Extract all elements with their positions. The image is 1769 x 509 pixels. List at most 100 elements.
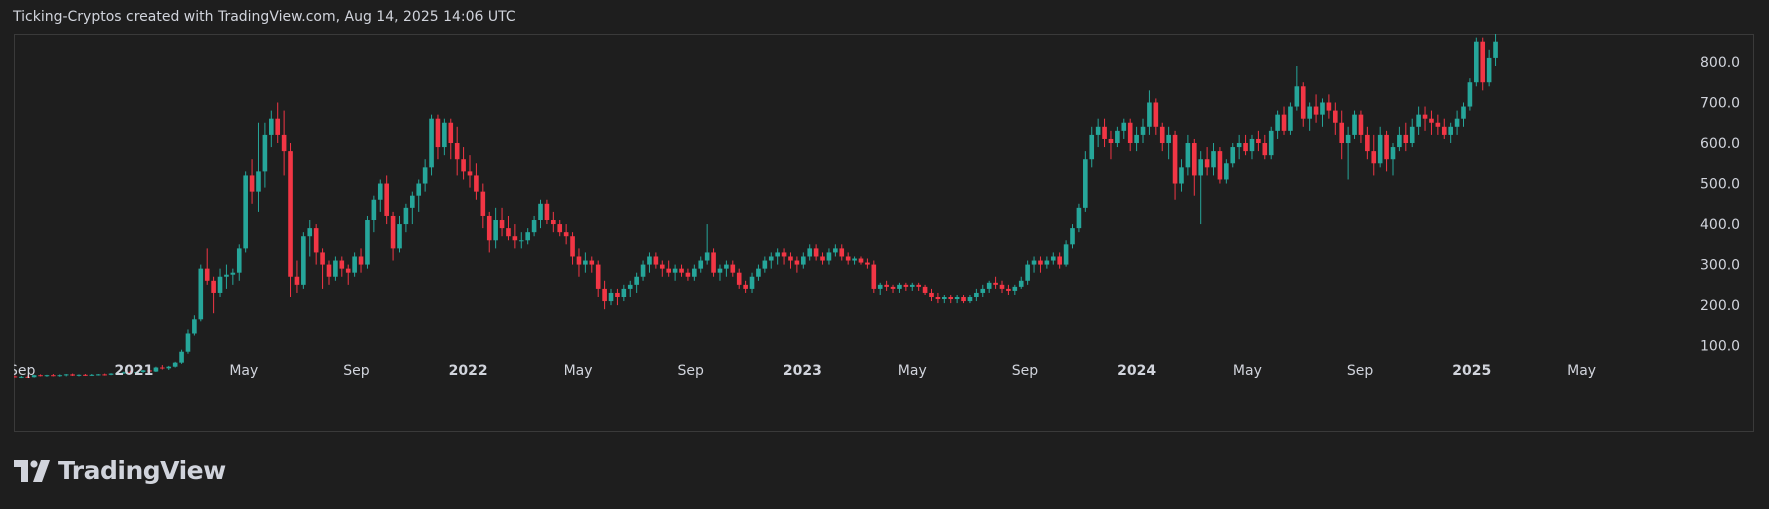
candle-body [640, 264, 646, 277]
candle-body [275, 118, 281, 135]
candle [1050, 252, 1056, 265]
candle-body [1089, 134, 1095, 160]
candle-body [788, 256, 793, 261]
tradingview-logo[interactable]: TradingView [14, 456, 226, 485]
candle [1454, 110, 1460, 135]
candle-body [14, 376, 18, 378]
candle [736, 268, 742, 289]
candle [884, 280, 889, 291]
candle-body [634, 276, 639, 285]
candle-body [301, 236, 306, 285]
time-axis[interactable]: Sep 2021 May Sep 2022 May Sep 2023 May Sep 2024 May… [14, 363, 1596, 379]
candle-body [1268, 130, 1274, 156]
candle [352, 252, 357, 277]
candle [948, 294, 954, 304]
candle [416, 179, 422, 212]
candle-body [294, 276, 300, 285]
candle [44, 374, 50, 377]
candle [1384, 130, 1389, 172]
candle [1204, 147, 1210, 176]
candle [1076, 203, 1082, 233]
candle-body [192, 319, 197, 334]
candle [1057, 252, 1062, 269]
time-tick-label: 2024 [1117, 363, 1156, 379]
candle [1153, 98, 1159, 135]
candle-body [1474, 41, 1479, 83]
candle-body [583, 260, 588, 265]
price-tick-label: 100.0 [1700, 339, 1740, 355]
candle [1486, 49, 1492, 87]
candle [563, 224, 569, 245]
candle-body [1198, 159, 1204, 176]
candle-body [448, 122, 454, 144]
price-tick-label: 200.0 [1700, 298, 1740, 314]
candle-body [1204, 159, 1210, 168]
candle-body [730, 264, 736, 273]
candle [704, 224, 710, 265]
candle [685, 268, 691, 281]
candle [147, 369, 152, 372]
candle [807, 244, 813, 261]
candle [185, 329, 191, 354]
candle-body [326, 264, 332, 277]
candle-body [1191, 143, 1197, 176]
candle-body [756, 268, 761, 277]
candle [211, 276, 216, 314]
candle-body [621, 288, 627, 298]
candle [1191, 138, 1197, 196]
candle-body [685, 272, 691, 277]
candle [198, 264, 204, 322]
candle [377, 179, 383, 212]
candle-body [820, 256, 825, 261]
candle-body [1108, 138, 1114, 144]
candle [1166, 126, 1171, 160]
candle [486, 211, 492, 253]
price-axis[interactable]: 800.0 700.0 600.0 500.0 400.0 300.0 200.0 100.0 [1700, 55, 1740, 355]
candle-body [1467, 82, 1473, 107]
candle [461, 147, 466, 180]
candle-body [134, 371, 140, 373]
candle-body [1288, 106, 1293, 131]
candle [102, 373, 107, 376]
chart-frame [14, 34, 1754, 432]
candle-body [63, 374, 69, 376]
candle-body [736, 272, 742, 285]
candle-body [948, 297, 954, 300]
candle-body [717, 268, 723, 273]
candle-body [1153, 102, 1159, 127]
chart-header-title: Ticking-Cryptos created with TradingView… [13, 9, 516, 25]
candle-body [313, 228, 319, 253]
candle-body [288, 151, 293, 277]
candle-body [474, 175, 479, 192]
candle [1038, 256, 1043, 273]
candle-body [153, 367, 159, 372]
candlestick-chart[interactable]: 800.0 700.0 600.0 500.0 400.0 300.0 200.0 100.0… [14, 34, 1754, 432]
candle [672, 264, 678, 281]
candle-body [954, 297, 960, 300]
candle-body [1365, 134, 1370, 152]
candle-body [1480, 41, 1486, 83]
candle [692, 264, 697, 281]
candle-body [172, 362, 178, 367]
candle [762, 256, 768, 273]
candle [986, 280, 992, 293]
time-tick-label: Sep [14, 363, 36, 379]
candle [1461, 102, 1466, 127]
candle-body [679, 268, 684, 273]
candle-body [102, 374, 107, 376]
candle [583, 252, 588, 273]
candle [813, 244, 819, 261]
candle [570, 232, 575, 265]
time-tick-label: 2023 [783, 363, 822, 379]
candle-body [1339, 122, 1345, 144]
candle [307, 220, 313, 257]
candle [1102, 118, 1107, 148]
candle-body [140, 370, 146, 372]
candle [1332, 102, 1338, 135]
candle-body [1454, 118, 1460, 127]
candle [974, 288, 979, 302]
candle-body [858, 258, 864, 263]
candle-body [281, 134, 287, 152]
candle-body [615, 292, 620, 298]
candle-body [570, 236, 575, 257]
